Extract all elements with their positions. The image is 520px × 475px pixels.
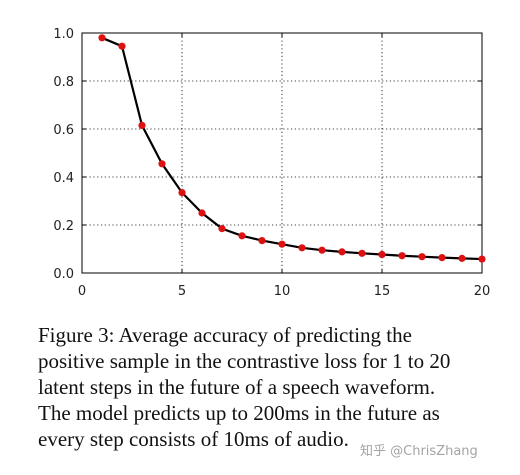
y-tick-label: 1.0	[53, 27, 74, 42]
data-point	[138, 121, 146, 129]
data-point	[198, 209, 206, 217]
data-point	[158, 160, 166, 168]
data-point	[298, 244, 306, 252]
watermark-text: 知乎 @ChrisZhang	[360, 444, 478, 459]
data-point	[458, 254, 466, 262]
caption-line-2: positive sample in the contrastive loss …	[38, 349, 451, 373]
x-tick-label: 15	[374, 284, 391, 299]
accuracy-series-line	[101, 36, 483, 261]
accuracy-line-chart: 0 5 10 15 20 0.0 0.2 0.4 0.6 0.8 1.0	[53, 27, 490, 299]
data-point	[438, 254, 446, 262]
data-point	[238, 232, 246, 240]
data-point	[318, 246, 326, 254]
data-point	[358, 249, 366, 257]
x-tick-label: 5	[178, 284, 186, 299]
axis-ticks: 0 5 10 15 20 0.0 0.2 0.4 0.6 0.8 1.0	[53, 27, 490, 299]
x-tick-label: 0	[78, 284, 86, 299]
data-point	[218, 225, 226, 233]
caption-line-1: Figure 3: Average accuracy of predicting…	[38, 323, 412, 347]
caption-line-5: every step consists of 10ms of audio.	[38, 427, 349, 451]
grid-lines	[81, 32, 483, 274]
data-point	[418, 253, 426, 261]
data-point	[98, 34, 106, 42]
y-tick-label: 0.2	[53, 219, 74, 234]
y-tick-label: 0.8	[53, 75, 74, 90]
data-point	[478, 255, 486, 263]
plot-frame	[81, 32, 483, 274]
y-tick-label: 0.6	[53, 123, 74, 138]
y-tick-label: 0.4	[53, 171, 74, 186]
caption-line-3: latent steps in the future of a speech w…	[38, 375, 436, 399]
data-point	[118, 42, 126, 50]
data-point	[258, 237, 266, 245]
data-point	[338, 248, 346, 256]
data-markers	[98, 34, 486, 263]
data-point	[398, 252, 406, 260]
data-point	[278, 240, 286, 248]
caption-line-4: The model predicts up to 200ms in the fu…	[38, 401, 440, 425]
data-point	[378, 250, 386, 259]
x-tick-label: 20	[474, 284, 491, 299]
x-tick-label: 10	[274, 284, 291, 299]
figure-caption: Figure 3: Average accuracy of predicting…	[38, 322, 516, 452]
y-tick-label: 0.0	[53, 267, 74, 282]
data-point	[178, 189, 186, 197]
